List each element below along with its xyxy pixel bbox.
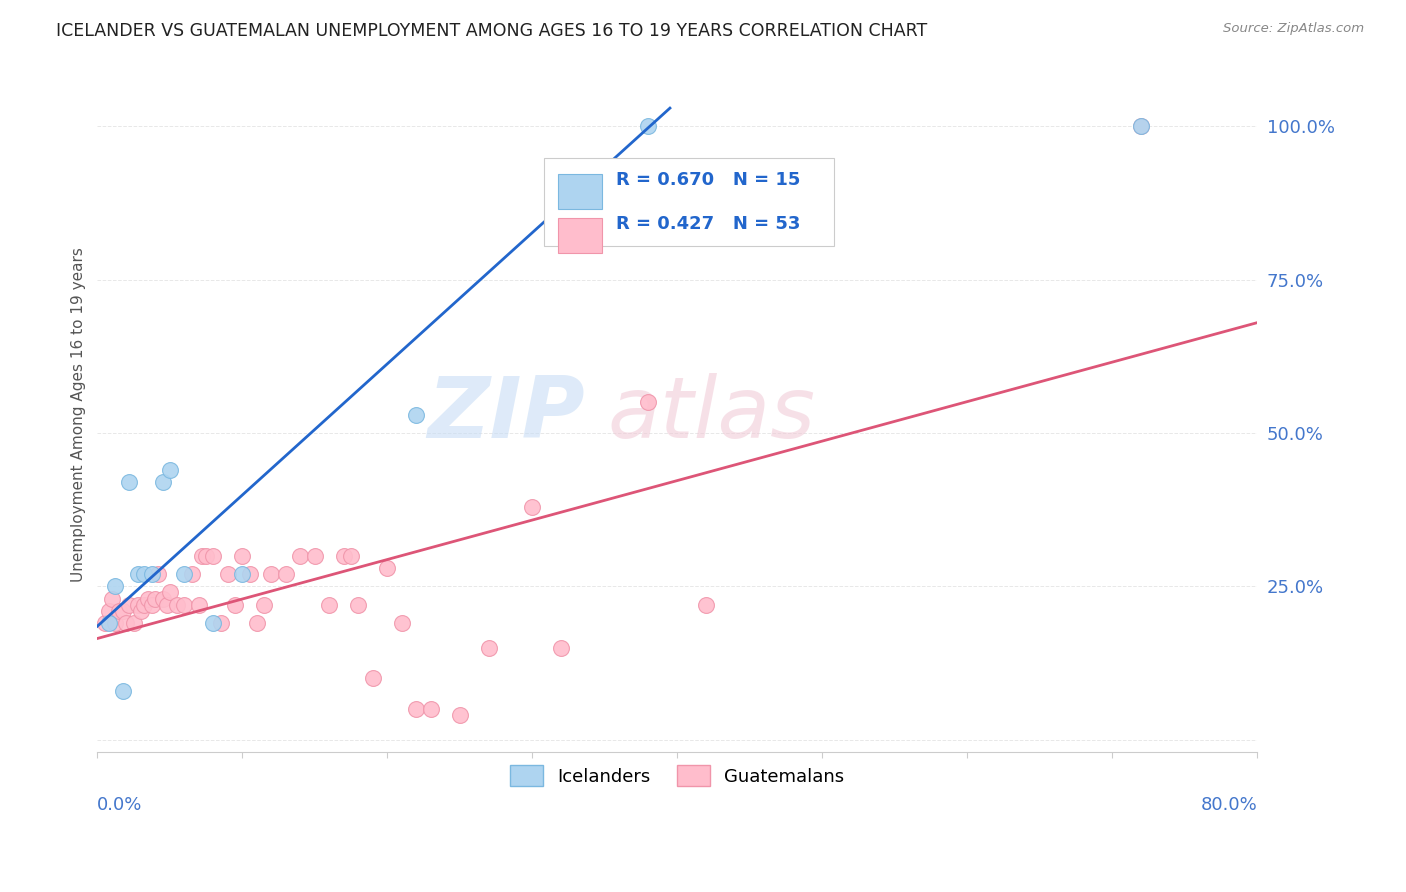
Point [637, 120, 659, 134]
FancyBboxPatch shape [544, 159, 834, 246]
Point [122, 616, 145, 631]
Point [101, 591, 124, 606]
FancyBboxPatch shape [558, 218, 602, 252]
Point [112, 604, 135, 618]
Point [333, 549, 356, 563]
Y-axis label: Unemployment Among Ages 16 to 19 years: Unemployment Among Ages 16 to 19 years [72, 247, 86, 582]
Point [238, 567, 260, 582]
Text: atlas: atlas [607, 373, 815, 456]
Point [405, 702, 427, 716]
Text: Source: ZipAtlas.com: Source: ZipAtlas.com [1223, 22, 1364, 36]
Point [159, 585, 181, 599]
Point [132, 567, 155, 582]
Point [253, 598, 276, 612]
Point [156, 598, 179, 612]
Point [108, 604, 131, 618]
Point [202, 549, 225, 563]
Point [173, 598, 195, 612]
Point [231, 549, 253, 563]
Point [209, 616, 232, 631]
FancyBboxPatch shape [558, 174, 602, 209]
Point [127, 567, 149, 582]
Point [522, 500, 544, 514]
Point [375, 561, 398, 575]
Point [93, 616, 115, 631]
Point [173, 567, 195, 582]
Point [202, 616, 225, 631]
Text: ZIP: ZIP [427, 373, 585, 456]
Point [391, 616, 413, 631]
Point [152, 475, 174, 489]
Point [129, 604, 152, 618]
Point [97, 616, 120, 631]
Legend: Icelanders, Guatemalans: Icelanders, Guatemalans [503, 758, 852, 794]
Point [419, 702, 441, 716]
Point [159, 463, 181, 477]
Point [290, 549, 312, 563]
Point [304, 549, 326, 563]
Point [141, 567, 163, 582]
Point [274, 567, 297, 582]
Text: 0.0%: 0.0% [97, 796, 143, 814]
Text: 80.0%: 80.0% [1201, 796, 1257, 814]
Point [340, 549, 363, 563]
Point [361, 671, 384, 685]
Point [166, 598, 188, 612]
Point [115, 616, 138, 631]
Point [347, 598, 370, 612]
Point [695, 598, 717, 612]
Point [224, 598, 246, 612]
Point [231, 567, 253, 582]
Point [1130, 120, 1153, 134]
Point [132, 598, 155, 612]
Point [190, 549, 212, 563]
Point [104, 616, 127, 631]
Point [449, 708, 471, 723]
Point [1130, 120, 1153, 134]
Point [246, 616, 269, 631]
Point [550, 640, 572, 655]
Point [180, 567, 202, 582]
Point [195, 549, 218, 563]
Point [104, 579, 127, 593]
Point [217, 567, 239, 582]
Point [136, 591, 159, 606]
Point [152, 591, 174, 606]
Point [637, 395, 659, 409]
Point [260, 567, 283, 582]
Point [187, 598, 209, 612]
Point [112, 683, 135, 698]
Point [148, 567, 170, 582]
Text: R = 0.427   N = 53: R = 0.427 N = 53 [616, 215, 800, 233]
Point [143, 591, 166, 606]
Point [141, 598, 163, 612]
Point [118, 475, 141, 489]
Point [118, 598, 141, 612]
Text: R = 0.670   N = 15: R = 0.670 N = 15 [616, 171, 800, 189]
Point [478, 640, 501, 655]
Point [127, 598, 149, 612]
Point [318, 598, 340, 612]
Point [97, 604, 120, 618]
Text: ICELANDER VS GUATEMALAN UNEMPLOYMENT AMONG AGES 16 TO 19 YEARS CORRELATION CHART: ICELANDER VS GUATEMALAN UNEMPLOYMENT AMO… [56, 22, 928, 40]
Point [405, 408, 427, 422]
